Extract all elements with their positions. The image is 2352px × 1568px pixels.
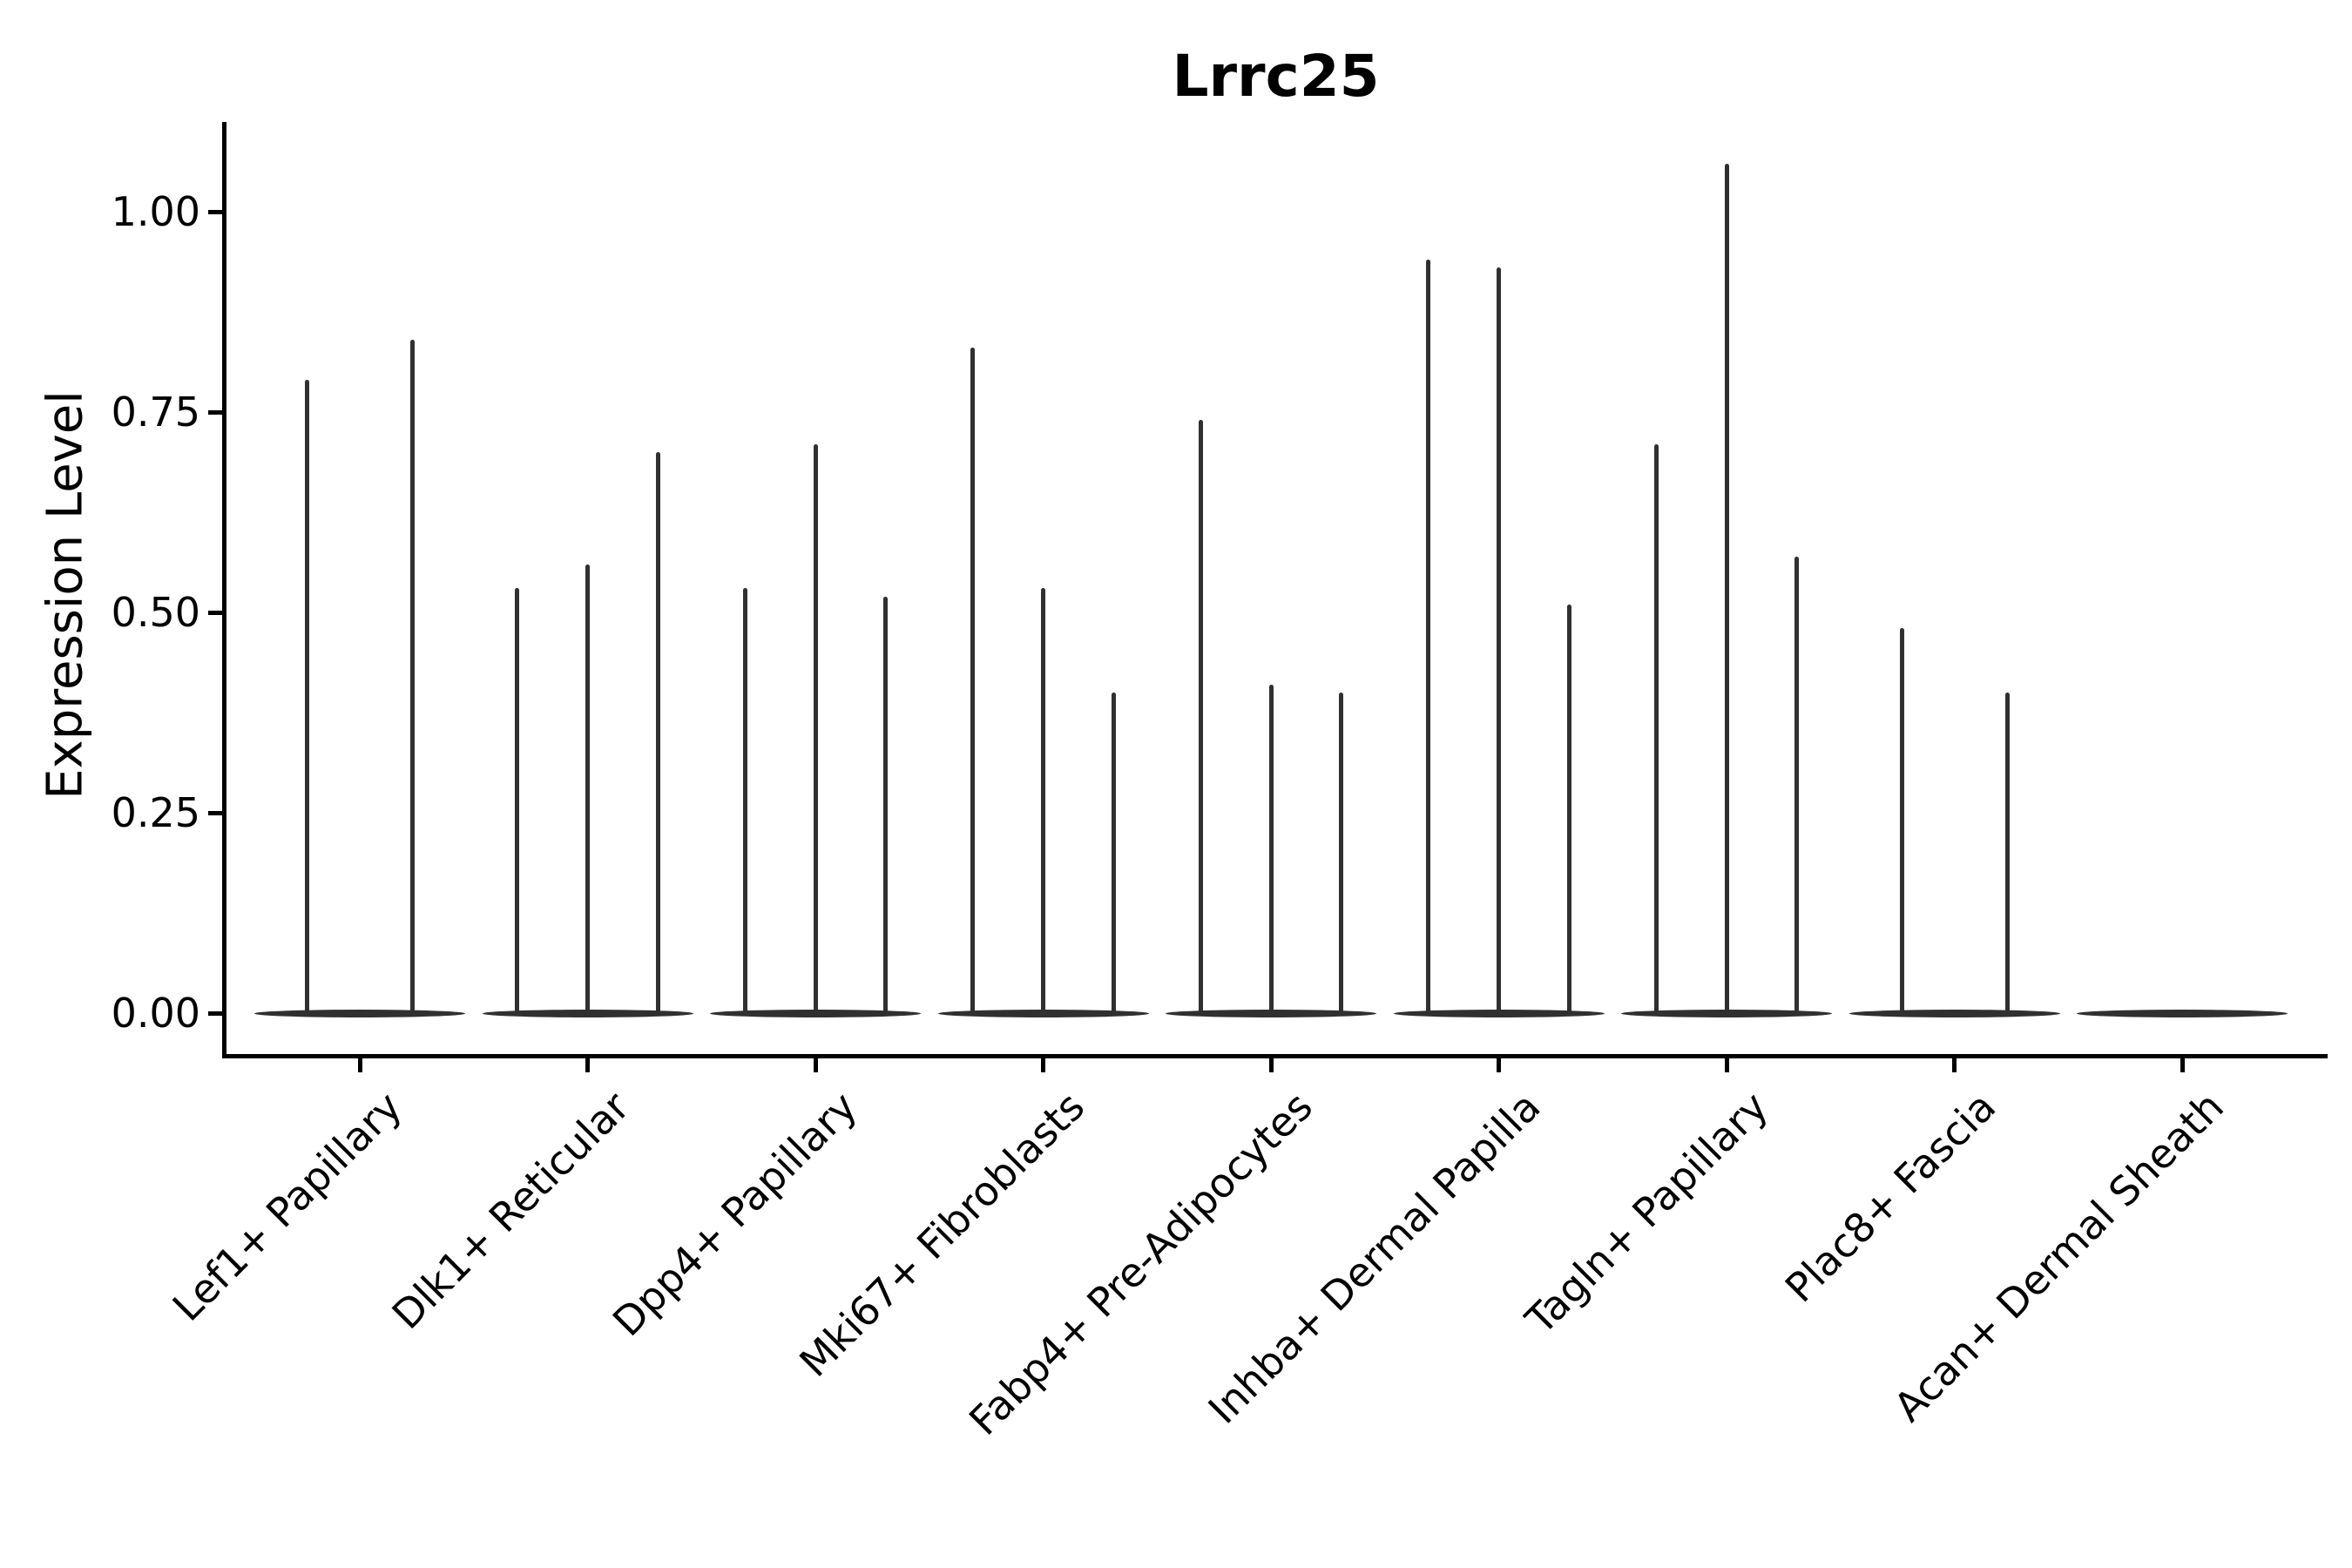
y-tick-label: 1.00 — [111, 188, 200, 235]
violin-base — [937, 1009, 1149, 1017]
violin-spike — [970, 348, 976, 1013]
violin-spike — [1899, 628, 1904, 1013]
violin-spike — [1111, 693, 1116, 1013]
x-tick — [357, 1058, 362, 1072]
x-tick-label: Lef1+ Papillary — [163, 1083, 411, 1330]
x-tick — [1268, 1058, 1274, 1072]
violin-spike — [1653, 443, 1659, 1013]
violin-spike — [1566, 604, 1571, 1013]
x-tick — [1724, 1058, 1729, 1072]
violin-spike — [1339, 693, 1344, 1013]
plot-title: Lrrc25 — [1172, 43, 1380, 110]
y-axis-spine — [222, 122, 226, 1058]
violin-spike — [1268, 684, 1274, 1013]
violin-spike — [1724, 163, 1729, 1013]
y-tick-label: 0.50 — [111, 589, 200, 636]
violin-spike — [1794, 556, 1800, 1013]
violin-spike — [655, 452, 660, 1013]
y-tick — [208, 1010, 222, 1016]
y-tick — [208, 810, 222, 815]
violin-spike — [1041, 588, 1045, 1013]
violin-base — [2077, 1009, 2288, 1017]
x-tick — [813, 1058, 818, 1072]
x-tick — [2180, 1058, 2185, 1072]
violin-spike — [1497, 267, 1501, 1013]
violin-spike — [742, 588, 747, 1013]
violin-spike — [1198, 420, 1203, 1013]
violin-base — [1621, 1009, 1832, 1017]
y-tick-label: 0.00 — [111, 990, 200, 1037]
violin-spike — [305, 380, 309, 1013]
x-tick-label: Tagln+ Papillary — [1517, 1083, 1778, 1343]
violin-base — [1393, 1009, 1605, 1017]
violin-spike — [813, 443, 818, 1013]
violin-spike — [585, 564, 590, 1013]
y-tick-label: 0.75 — [111, 389, 200, 436]
violin-base — [482, 1009, 693, 1017]
x-tick-label: Dpp4+ Papillary — [603, 1083, 867, 1346]
x-tick-label: Plac8+ Fascia — [1776, 1083, 2005, 1312]
y-tick — [208, 610, 222, 615]
violin-base — [254, 1009, 465, 1017]
x-tick — [1952, 1058, 1957, 1072]
y-tick — [208, 209, 222, 214]
violin-base — [710, 1009, 921, 1017]
violin-base — [1848, 1009, 2060, 1017]
x-tick — [585, 1058, 590, 1072]
violin-spike — [883, 596, 889, 1013]
x-tick — [1041, 1058, 1045, 1072]
x-axis-spine — [222, 1054, 2328, 1058]
y-tick — [208, 409, 222, 415]
violin-spike — [1426, 260, 1431, 1013]
violin-base — [1166, 1009, 1376, 1017]
x-tick-label: Dlk1+ Reticular — [382, 1083, 639, 1339]
x-tick — [1497, 1058, 1501, 1072]
violin-spike — [2004, 693, 2010, 1013]
violin-spike — [515, 588, 520, 1013]
violin-spike — [410, 340, 415, 1013]
y-tick-label: 0.25 — [111, 789, 200, 836]
